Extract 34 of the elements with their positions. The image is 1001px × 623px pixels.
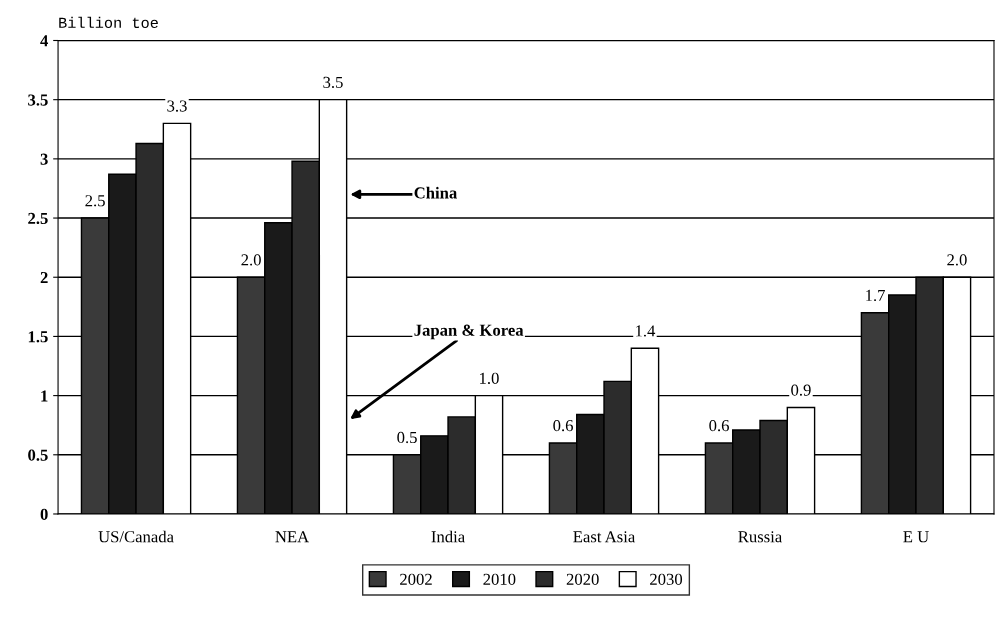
y-tick-label: 1 [41,390,48,402]
data-label: 0.6 [553,419,573,432]
y-tick-label: 2.5 [28,212,48,225]
y-tick-label: 0 [40,508,48,520]
data-label: 1.0 [480,372,499,384]
legend-label: 2020 [566,573,599,585]
y-tick-label: 3 [40,153,48,165]
data-label: 0.5 [397,431,417,444]
y-tick-label: 0.5 [28,449,48,461]
legend-label: 2010 [483,573,516,585]
annotation: China [414,186,457,199]
data-label: 2.0 [947,254,967,266]
data-label: 1.7 [866,289,885,302]
y-tick-label: 4 [40,35,49,47]
data-label: 0.9 [791,384,811,396]
legend-label: 2002 [400,573,432,585]
x-tick-label: Russia [738,531,782,543]
x-tick-label: NEA [275,531,310,543]
x-tick-label: US/Canada [98,530,174,543]
y-tick-label: 3.5 [28,94,48,106]
x-tick-label: E U [903,531,929,543]
x-tick-label: East Asia [573,531,636,543]
y-tick-label: 2 [40,271,48,284]
data-label: 0.6 [709,419,729,432]
legend-label: 2030 [650,573,683,585]
y-axis-title: Billion toe [59,16,158,29]
annotation: Japan & Korea [414,324,524,340]
data-label: 3.5 [323,76,343,89]
data-label: 2.0 [241,254,261,266]
x-tick-label: India [431,530,465,543]
y-tick-label: 1.5 [28,331,48,343]
data-label: 1.4 [636,325,656,337]
data-label: 3.3 [167,100,187,112]
data-label: 2.5 [85,195,105,207]
